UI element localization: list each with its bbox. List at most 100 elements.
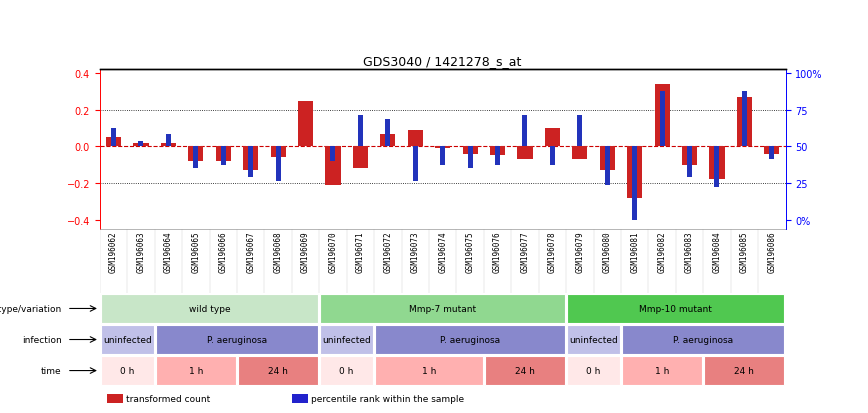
Text: 24 h: 24 h	[268, 366, 288, 375]
Text: GSM196072: GSM196072	[384, 230, 392, 272]
Bar	[605, 147, 609, 185]
Text: GSM196062: GSM196062	[109, 230, 118, 272]
Bar	[408, 131, 423, 147]
Bar	[687, 147, 692, 178]
Bar	[577, 116, 582, 147]
Text: GSM196075: GSM196075	[465, 230, 475, 272]
Text: GSM196063: GSM196063	[136, 230, 146, 272]
Bar	[628, 147, 642, 198]
Text: GSM196081: GSM196081	[630, 230, 639, 272]
Bar	[375, 356, 483, 385]
Bar	[468, 147, 472, 169]
Bar	[326, 147, 340, 185]
Text: GSM196064: GSM196064	[164, 230, 173, 272]
Bar	[320, 294, 565, 323]
Bar	[155, 356, 236, 385]
Bar	[463, 147, 477, 154]
Text: GSM196079: GSM196079	[575, 230, 584, 272]
Bar	[682, 147, 697, 165]
Bar	[161, 143, 176, 147]
Text: GSM196069: GSM196069	[301, 230, 310, 272]
Bar	[567, 325, 620, 354]
Text: GSM196067: GSM196067	[247, 230, 255, 272]
Bar	[331, 147, 335, 161]
Text: genotype/variation: genotype/variation	[0, 304, 62, 313]
Text: 24 h: 24 h	[515, 366, 535, 375]
Text: GSM196073: GSM196073	[411, 230, 420, 272]
Text: uninfected: uninfected	[103, 335, 152, 344]
Bar	[600, 147, 615, 171]
Bar	[622, 325, 785, 354]
Text: 1 h: 1 h	[422, 366, 436, 375]
Bar	[248, 147, 253, 178]
Bar	[413, 147, 418, 182]
Bar	[320, 356, 373, 385]
Bar	[358, 116, 363, 147]
Text: 0 h: 0 h	[339, 366, 354, 375]
Bar	[111, 129, 116, 147]
Text: GSM196077: GSM196077	[521, 230, 529, 272]
Bar	[523, 116, 528, 147]
Text: transformed count: transformed count	[126, 394, 210, 403]
Bar	[709, 147, 725, 180]
Bar	[101, 356, 154, 385]
Bar	[545, 129, 560, 147]
Text: uninfected: uninfected	[569, 335, 618, 344]
Text: uninfected: uninfected	[322, 335, 371, 344]
Bar	[276, 147, 280, 182]
Bar	[353, 147, 368, 169]
Bar	[107, 394, 123, 404]
Text: GSM196082: GSM196082	[658, 230, 667, 272]
Text: wild type: wild type	[188, 304, 230, 313]
Text: GSM196070: GSM196070	[328, 230, 338, 272]
Bar	[101, 325, 154, 354]
Bar	[765, 147, 779, 154]
Bar	[292, 394, 308, 404]
Bar	[567, 294, 785, 323]
Bar	[440, 147, 445, 165]
Bar	[622, 356, 702, 385]
Text: GSM196085: GSM196085	[740, 230, 749, 272]
Text: 1 h: 1 h	[655, 366, 669, 375]
Text: GSM196084: GSM196084	[713, 230, 721, 272]
Bar	[271, 147, 286, 158]
Bar	[188, 147, 203, 161]
Bar	[714, 147, 720, 187]
Text: time: time	[41, 366, 62, 375]
Bar	[567, 356, 620, 385]
Bar	[550, 147, 555, 165]
Bar	[106, 138, 121, 147]
Bar	[220, 147, 226, 165]
Text: GSM196086: GSM196086	[767, 230, 776, 272]
Bar	[216, 147, 231, 161]
Text: GSM196074: GSM196074	[438, 230, 447, 272]
Bar	[632, 147, 637, 220]
Text: 1 h: 1 h	[188, 366, 203, 375]
Bar	[238, 356, 319, 385]
Bar	[385, 119, 391, 147]
Bar	[139, 142, 143, 147]
Bar	[166, 134, 171, 147]
Text: P. aeruginosa: P. aeruginosa	[674, 335, 733, 344]
Text: infection: infection	[22, 335, 62, 344]
Bar	[769, 147, 774, 160]
Bar	[495, 147, 500, 165]
Text: GSM196078: GSM196078	[548, 230, 557, 272]
Bar	[572, 147, 588, 160]
Text: P. aeruginosa: P. aeruginosa	[207, 335, 267, 344]
Bar	[660, 92, 665, 147]
Bar	[375, 325, 565, 354]
Bar	[490, 147, 505, 156]
Bar	[194, 147, 198, 169]
Bar	[485, 356, 565, 385]
Text: Mmp-10 mutant: Mmp-10 mutant	[640, 304, 713, 313]
Bar	[155, 325, 319, 354]
Text: GSM196071: GSM196071	[356, 230, 365, 272]
Bar	[243, 147, 258, 171]
Text: percentile rank within the sample: percentile rank within the sample	[311, 394, 464, 403]
Title: GDS3040 / 1421278_s_at: GDS3040 / 1421278_s_at	[364, 55, 522, 68]
Bar	[435, 147, 450, 149]
Bar	[380, 134, 395, 147]
Bar	[320, 325, 373, 354]
Text: GSM196083: GSM196083	[685, 230, 694, 272]
